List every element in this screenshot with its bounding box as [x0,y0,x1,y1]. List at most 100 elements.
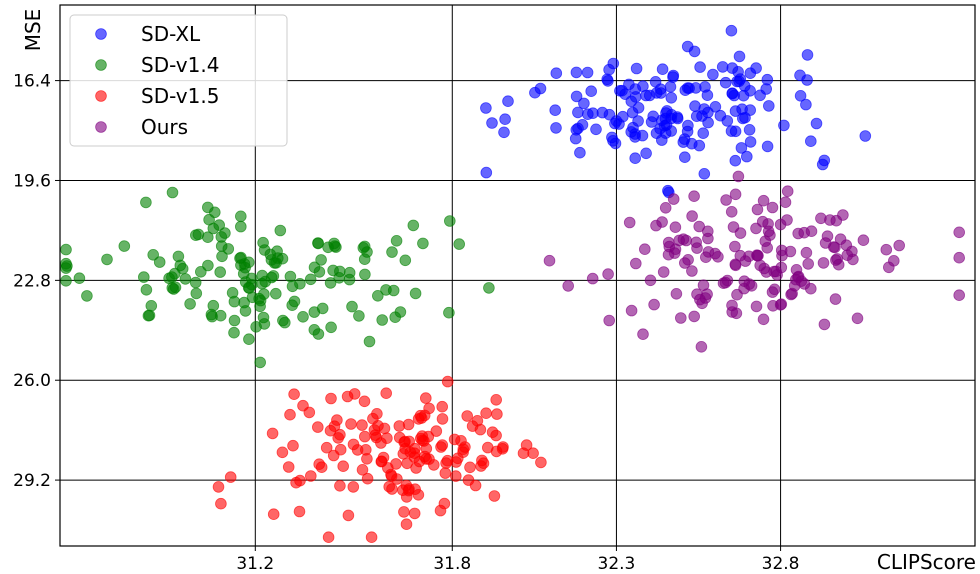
data-point [365,531,378,543]
data-point [222,243,235,255]
data-point [792,271,804,284]
data-point [779,196,792,209]
data-point [729,154,742,167]
data-point [443,306,455,319]
data-point [480,102,492,114]
data-point [743,278,755,290]
data-point [449,470,462,482]
data-point [448,433,461,446]
data-point [667,69,680,82]
data-point [670,287,683,300]
data-point [282,461,295,473]
data-point [743,124,756,136]
data-point [202,231,214,244]
data-point [678,151,691,164]
data-point [277,314,289,327]
data-point [324,277,337,289]
data-point [398,506,410,518]
data-point [294,474,306,487]
data-point [623,78,635,91]
legend-marker [95,59,107,71]
data-point [623,216,636,229]
data-point [316,302,329,315]
data-point [686,210,698,222]
data-point [659,202,672,214]
data-point [562,280,574,292]
data-point [358,430,371,443]
data-point [702,232,714,245]
data-point [228,314,241,327]
data-point [776,249,788,262]
data-point [499,113,511,125]
data-point [347,481,360,493]
data-point [351,444,364,456]
data-point [714,109,727,122]
data-point [760,266,773,278]
data-point [234,252,246,265]
x-tick-label: 32.8 [762,554,800,574]
data-point [570,90,583,103]
data-point [138,271,150,283]
data-point [376,314,389,326]
data-point [669,221,682,234]
data-point [399,254,412,267]
data-point [734,249,747,262]
data-point [312,237,324,250]
data-point [656,216,668,228]
data-point [882,261,895,274]
data-point [343,266,356,279]
data-point [550,122,562,134]
data-point [284,270,297,283]
data-point [688,190,700,203]
data-point [313,458,326,471]
data-point [163,272,175,285]
data-point [356,419,368,431]
data-point [760,83,772,95]
data-point [81,290,93,302]
data-point [140,283,153,296]
data-point [166,186,179,199]
data-point [629,152,641,165]
data-point [716,61,729,73]
data-point [389,311,402,324]
data-point [439,467,452,479]
data-point [775,261,788,274]
data-point [719,76,732,89]
data-point [286,280,299,293]
data-point [491,408,503,420]
data-point [266,427,279,440]
data-point [637,328,649,341]
data-point [226,286,239,299]
data-point [629,91,642,103]
data-point [375,455,388,468]
data-point [486,117,498,129]
data-point [387,284,400,297]
y-tick-label: 29.2 [13,471,51,491]
data-point [438,497,451,510]
data-point [490,393,503,406]
data-point [359,268,371,281]
data-point [629,257,642,270]
data-point [686,265,698,277]
data-point [729,125,742,138]
data-point [367,412,379,425]
data-point [435,441,447,453]
data-point [412,488,425,501]
data-point [427,459,440,471]
data-point [331,414,343,426]
data-point [400,518,413,530]
data-point [625,304,638,317]
data-point [297,310,309,323]
data-point [707,68,719,81]
data-point [441,375,454,388]
data-point [602,268,614,280]
data-point [800,246,813,259]
data-point [880,243,893,256]
data-point [696,297,708,310]
data-point [756,215,769,228]
data-point [574,146,586,159]
data-point [585,85,597,97]
data-point [325,392,337,405]
data-point [172,250,185,263]
data-point [781,185,794,198]
